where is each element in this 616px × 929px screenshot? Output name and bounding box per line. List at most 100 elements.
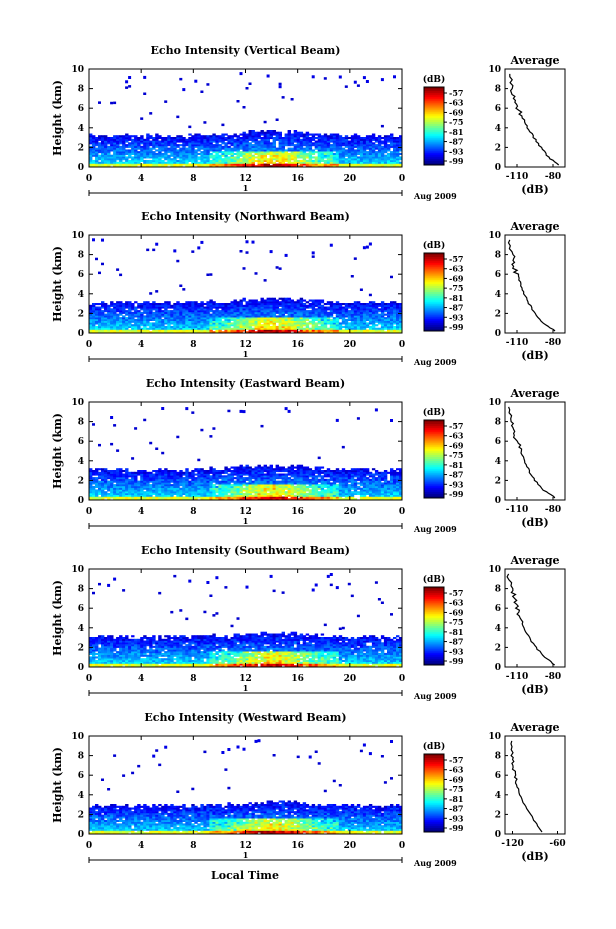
heatmap-cell: [218, 313, 222, 316]
heatmap-cell: [206, 478, 210, 481]
heatmap-cell: [311, 318, 316, 321]
heatmap-cell: [260, 320, 264, 323]
heatmap-cell: [275, 303, 279, 306]
heatmap-cell: [143, 145, 147, 148]
heatmap-cell: [269, 165, 273, 167]
heatmap-cell: [377, 151, 382, 154]
heatmap-cell: [185, 471, 189, 474]
heatmap-cell: [359, 159, 364, 162]
colorbar-segment: [424, 254, 444, 258]
heatmap-cell: [89, 478, 93, 481]
heatmap-cell: [140, 304, 144, 307]
heatmap-cell: [393, 327, 397, 330]
heatmap-cell: [263, 303, 267, 306]
heatmap-cell: [134, 473, 138, 476]
heatmap-cell: [359, 313, 364, 316]
heatmap-cell: [305, 317, 310, 320]
heatmap-cell: [134, 310, 138, 313]
heatmap-cell: [242, 163, 246, 166]
heatmap-cell: [110, 318, 114, 321]
heatmap-cell: [347, 158, 352, 161]
heatmap-cell: [101, 498, 105, 500]
heatmap-cell: [227, 478, 231, 481]
heatmap-cell: [167, 470, 171, 473]
heatmap-cell: [329, 144, 334, 147]
heatmap-cell: [272, 484, 276, 487]
heatmap-cell: [248, 478, 252, 481]
heatmap-cell: [134, 478, 138, 481]
heatmap-cell: [245, 158, 249, 161]
heatmap-cell: [140, 477, 144, 480]
heatmap-cell: [257, 478, 261, 481]
heatmap-cell: [104, 487, 108, 490]
heatmap-cell: [188, 140, 192, 143]
heatmap-cell: [305, 304, 310, 307]
heatmap-cell: [248, 475, 252, 478]
heatmap-cell: [215, 318, 219, 321]
heatmap-cell: [323, 161, 328, 164]
heatmap-cell: [377, 138, 382, 141]
heatmap-cell: [356, 331, 361, 333]
heatmap-cell: [215, 144, 219, 147]
heatmap-cell: [332, 161, 337, 164]
heatmap-cell: [338, 324, 343, 327]
heatmap-cell: [281, 138, 285, 141]
heatmap-cell: [260, 317, 264, 320]
heatmap-cell: [119, 145, 123, 148]
heatmap-cell: [275, 154, 279, 157]
heatmap-cell: [356, 322, 361, 325]
heatmap-cell: [368, 331, 373, 333]
heatmap-cell: [101, 303, 105, 306]
heatmap-cell: [218, 137, 222, 140]
heatmap-cell: [290, 306, 294, 309]
heatmap-cell: [152, 324, 156, 327]
day-marker: 1: [243, 183, 249, 193]
heatmap-cell: [344, 85, 348, 88]
heatmap-cell: [119, 156, 123, 159]
heatmap-cell: [257, 142, 261, 145]
heatmap-cell: [194, 135, 198, 138]
heatmap-cell: [296, 324, 301, 327]
heatmap-cell: [152, 470, 156, 473]
heatmap-cell: [191, 327, 195, 330]
heatmap-cell: [233, 145, 237, 148]
heatmap-cell: [206, 477, 210, 480]
heatmap-cell: [350, 144, 355, 147]
heatmap-cell: [149, 441, 153, 445]
heatmap-cell: [158, 144, 162, 147]
y-axis-label: Height (km): [51, 246, 64, 322]
heatmap-cell: [170, 165, 174, 167]
heatmap-cell: [206, 140, 210, 143]
heatmap-cell: [191, 138, 195, 141]
heatmap-cell: [140, 156, 144, 159]
heatmap-cell: [173, 496, 177, 499]
heatmap-cell: [248, 156, 252, 159]
heatmap-cell: [284, 253, 288, 257]
heatmap-cell: [338, 315, 343, 318]
heatmap-cell: [347, 137, 352, 140]
heatmap-cell: [230, 310, 234, 313]
heatmap-cell: [143, 329, 147, 332]
heatmap-cell: [317, 140, 322, 143]
heatmap-cell: [224, 322, 228, 325]
heatmap-cell: [365, 154, 370, 157]
heatmap-cell: [95, 468, 99, 471]
heatmap-cell: [206, 83, 210, 86]
heatmap-cell: [176, 329, 180, 332]
heatmap-cell: [224, 142, 228, 145]
heatmap-cell: [329, 311, 334, 314]
heatmap-cell: [188, 165, 192, 167]
heatmap-cell: [338, 306, 343, 309]
heatmap-cell: [390, 163, 394, 166]
heatmap-cell: [347, 306, 352, 309]
heatmap-cell: [278, 137, 282, 140]
heatmap-cell: [305, 318, 310, 321]
heatmap-cell: [281, 487, 285, 490]
heatmap-cell: [134, 324, 138, 327]
heatmap-cell: [383, 324, 388, 327]
heatmap-cell: [323, 163, 328, 166]
heatmap-cell: [200, 318, 204, 321]
heatmap-cell: [368, 313, 373, 316]
heatmap-cell: [254, 149, 258, 152]
heatmap-cell: [299, 156, 304, 159]
